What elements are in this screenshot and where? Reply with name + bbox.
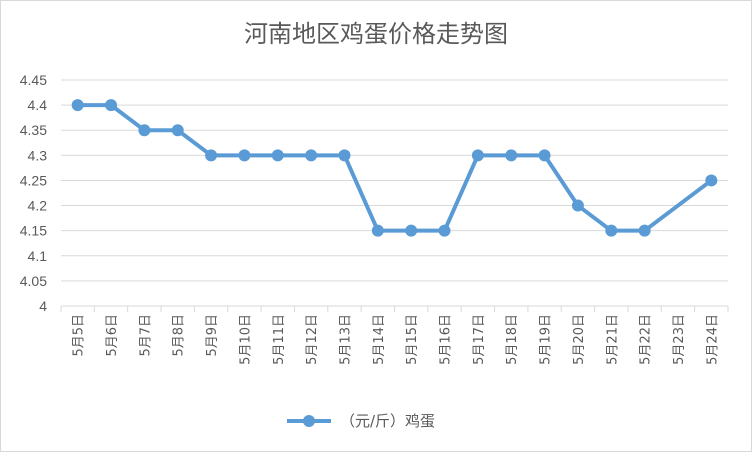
y-tick-label: 4.3 bbox=[28, 147, 48, 163]
y-tick-label: 4.4 bbox=[28, 97, 48, 113]
data-point bbox=[405, 224, 418, 237]
data-point bbox=[605, 224, 618, 237]
x-tick-label: 5月20日 bbox=[572, 314, 587, 365]
x-tick-label: 5月12日 bbox=[305, 314, 320, 365]
data-point bbox=[538, 149, 551, 162]
data-point bbox=[505, 149, 518, 162]
data-point bbox=[471, 149, 484, 162]
x-axis-ticks: 5月5日 5月6日 5月7日 5月8日 5月9日 5月10日 5月11日 5月12日 5月13日… bbox=[72, 314, 721, 365]
data-point bbox=[71, 99, 84, 112]
data-point bbox=[171, 124, 184, 137]
data-point bbox=[305, 149, 318, 162]
data-point bbox=[338, 149, 351, 162]
chart-title: 河南地区鸡蛋价格走势图 bbox=[244, 20, 508, 48]
y-tick-label: 4.15 bbox=[20, 223, 47, 239]
x-tick-label: 5月5日 bbox=[72, 314, 87, 357]
x-tick-label: 5月7日 bbox=[138, 314, 153, 357]
x-tick-label: 5月23日 bbox=[672, 314, 687, 365]
legend-label: （元/斤）鸡蛋 bbox=[340, 412, 435, 430]
y-tick-label: 4.05 bbox=[20, 273, 47, 289]
data-point bbox=[638, 224, 651, 237]
data-point bbox=[138, 124, 151, 137]
x-tick-label: 5月18日 bbox=[505, 314, 520, 365]
x-tick-label: 5月22日 bbox=[639, 314, 654, 365]
x-tick-label: 5月14日 bbox=[372, 314, 387, 365]
x-tick-label: 5月6日 bbox=[105, 314, 120, 357]
x-tick-label: 5月15日 bbox=[405, 314, 420, 365]
x-tick-label: 5月24日 bbox=[705, 314, 720, 365]
y-tick-label: 4.35 bbox=[20, 122, 47, 138]
x-tick-label: 5月19日 bbox=[539, 314, 554, 365]
data-point bbox=[371, 224, 384, 237]
series-line bbox=[77, 103, 713, 233]
x-tick-label: 5月21日 bbox=[605, 314, 620, 365]
x-tick-label: 5月9日 bbox=[205, 314, 220, 357]
y-tick-label: 4 bbox=[39, 298, 47, 314]
y-tick-label: 4.45 bbox=[20, 72, 47, 88]
legend-marker bbox=[303, 415, 315, 427]
data-point bbox=[438, 224, 451, 237]
series-layer bbox=[71, 99, 718, 237]
legend: （元/斤）鸡蛋 bbox=[287, 412, 435, 430]
x-tick-label: 5月8日 bbox=[172, 314, 187, 357]
data-point bbox=[271, 149, 284, 162]
x-tick-label: 5月16日 bbox=[439, 314, 454, 365]
y-tick-label: 4.25 bbox=[20, 172, 47, 188]
x-tick-label: 5月17日 bbox=[472, 314, 487, 365]
gridlines bbox=[60, 79, 729, 312]
y-tick-label: 4.1 bbox=[28, 248, 48, 264]
data-point bbox=[205, 149, 218, 162]
data-point bbox=[238, 149, 251, 162]
y-axis-ticks: 4 4.05 4.1 4.15 4.2 4.25 4.3 4.35 4.4 4.45 bbox=[20, 72, 47, 314]
data-point bbox=[571, 199, 584, 212]
x-tick-label: 5月10日 bbox=[238, 314, 253, 365]
data-point bbox=[705, 174, 718, 187]
x-tick-label: 5月13日 bbox=[338, 314, 353, 365]
y-tick-label: 4.2 bbox=[28, 198, 48, 214]
data-point bbox=[105, 99, 118, 112]
x-tick-label: 5月11日 bbox=[272, 314, 287, 365]
